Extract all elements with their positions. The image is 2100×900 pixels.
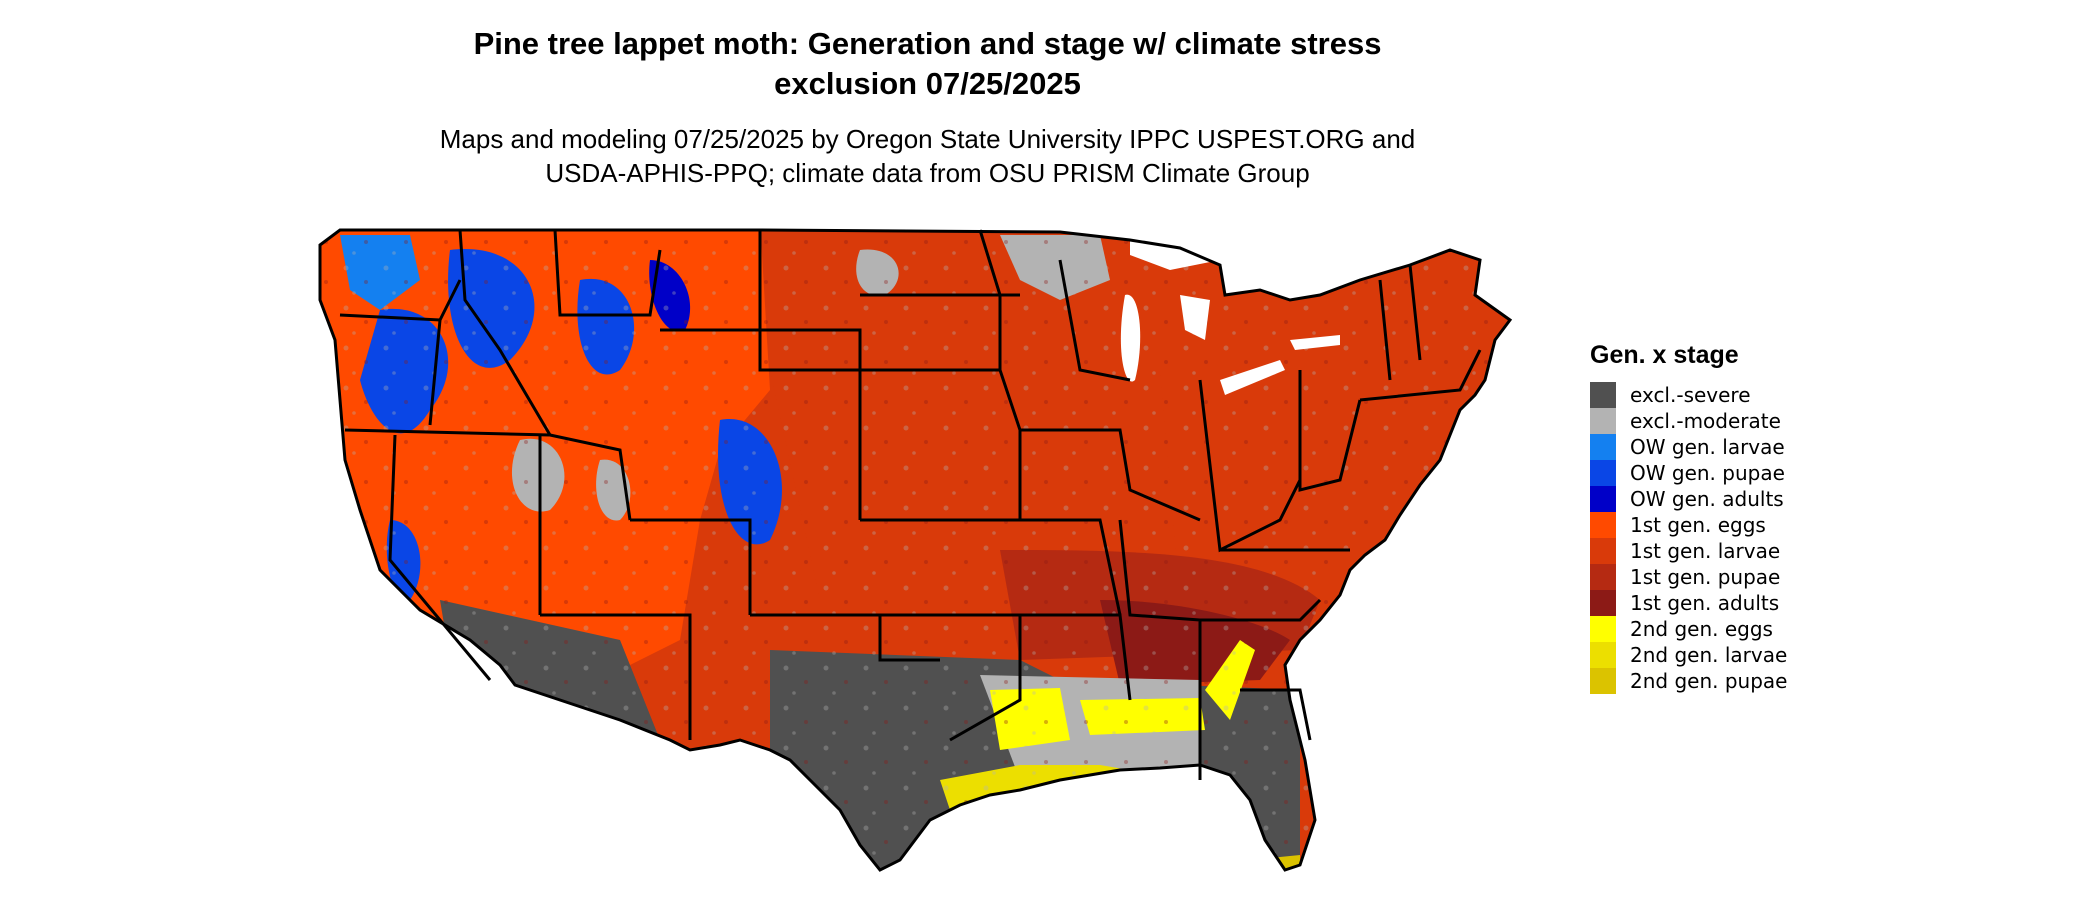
legend-label: OW gen. pupae <box>1630 461 1785 485</box>
legend-label: 1st gen. eggs <box>1630 513 1766 537</box>
legend-swatch <box>1590 408 1616 434</box>
legend-label: OW gen. adults <box>1630 487 1784 511</box>
legend-label: 1st gen. pupae <box>1630 565 1781 589</box>
map-subtitle: Maps and modeling 07/25/2025 by Oregon S… <box>0 122 1855 190</box>
map-title-line-1: Pine tree lappet moth: Generation and st… <box>473 26 1382 61</box>
legend-swatch <box>1590 564 1616 590</box>
legend-label: excl.-severe <box>1630 383 1751 407</box>
legend-swatch <box>1590 642 1616 668</box>
legend-item: 1st gen. eggs <box>1590 512 1787 538</box>
legend-label: 2nd gen. pupae <box>1630 669 1788 693</box>
legend-items: excl.-severe excl.-moderate OW gen. larvae… <box>1590 382 1787 694</box>
legend-swatch <box>1590 486 1616 512</box>
legend-swatch <box>1590 512 1616 538</box>
legend-item: 2nd gen. pupae <box>1590 668 1787 694</box>
stage-fill <box>320 230 1510 870</box>
legend-item: 1st gen. larvae <box>1590 538 1787 564</box>
legend-item: excl.-severe <box>1590 382 1787 408</box>
map-legend: Gen. x stage excl.-severe excl.-moderate O… <box>1590 340 1787 694</box>
legend-label: OW gen. larvae <box>1630 435 1785 459</box>
map-title: Pine tree lappet moth: Generation and st… <box>0 24 1855 104</box>
legend-swatch <box>1590 434 1616 460</box>
legend-swatch <box>1590 590 1616 616</box>
legend-label: excl.-moderate <box>1630 409 1781 433</box>
legend-label: 1st gen. adults <box>1630 591 1780 615</box>
legend-label: 1st gen. larvae <box>1630 539 1781 563</box>
legend-label: 2nd gen. eggs <box>1630 617 1773 641</box>
legend-label: 2nd gen. larvae <box>1630 643 1788 667</box>
legend-item: 1st gen. pupae <box>1590 564 1787 590</box>
legend-item: OW gen. larvae <box>1590 434 1787 460</box>
great-lakes <box>1120 240 1340 395</box>
legend-swatch <box>1590 538 1616 564</box>
legend-item: excl.-moderate <box>1590 408 1787 434</box>
legend-title: Gen. x stage <box>1590 341 1739 369</box>
legend-swatch <box>1590 382 1616 408</box>
legend-item: 2nd gen. eggs <box>1590 616 1787 642</box>
legend-swatch <box>1590 460 1616 486</box>
legend-swatch <box>1590 668 1616 694</box>
us-map <box>318 228 1512 872</box>
state-boundaries <box>318 228 1512 872</box>
legend-swatch <box>1590 616 1616 642</box>
legend-item: OW gen. pupae <box>1590 460 1787 486</box>
map-title-line-2: exclusion 07/25/2025 <box>774 66 1081 101</box>
legend-item: OW gen. adults <box>1590 486 1787 512</box>
map-subtitle-line-2: USDA-APHIS-PPQ; climate data from OSU PR… <box>545 158 1310 188</box>
legend-item: 1st gen. adults <box>1590 590 1787 616</box>
map-subtitle-line-1: Maps and modeling 07/25/2025 by Oregon S… <box>439 124 1416 154</box>
legend-item: 2nd gen. larvae <box>1590 642 1787 668</box>
